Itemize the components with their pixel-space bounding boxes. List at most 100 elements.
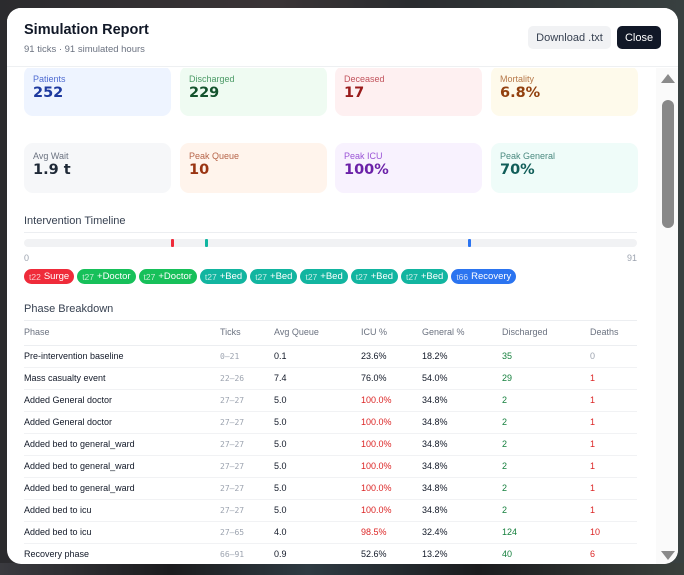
cell-icu: 100.0% <box>361 499 422 522</box>
cell-ticks: 27–27 <box>220 455 274 478</box>
cell-general: 34.8% <box>422 411 502 434</box>
scroll-down-arrow-icon[interactable] <box>661 551 675 560</box>
cell-icu: 100.0% <box>361 433 422 456</box>
cell-deaths: 1 <box>590 411 637 434</box>
column-header-general: General % <box>422 319 502 346</box>
cell-icu: 98.5% <box>361 521 422 544</box>
intervention-chip: t66 Recovery <box>451 269 517 284</box>
close-button[interactable]: Close <box>617 26 661 49</box>
cell-ticks: 27–27 <box>220 411 274 434</box>
cell-phase: Added General doctor <box>24 389 220 412</box>
intervention-chip: t27 +Doctor <box>77 269 136 284</box>
chip-tick: t27 <box>355 271 368 282</box>
chip-label: +Doctor <box>158 271 192 282</box>
cell-general: 34.8% <box>422 433 502 456</box>
intervention-chips: t22 Surge t27 +Doctor t27 +Doctor t27 +Bed t27 +B… <box>24 269 517 284</box>
chip-tick: t27 <box>255 271 268 282</box>
stat-card-peak-queue: Peak Queue 10 <box>180 143 327 193</box>
stat-value: 1.9 t <box>33 162 71 178</box>
column-header-ticks: Ticks <box>220 319 274 346</box>
chip-tick: t27 <box>143 271 156 282</box>
table-row: Added bed to general_ward 27–27 5.0 100.0% 3… <box>24 433 637 456</box>
timeline-track <box>24 239 637 247</box>
stat-value: 17 <box>344 85 365 101</box>
cell-discharged: 2 <box>502 455 590 478</box>
timeline-min-label: 0 <box>24 253 30 263</box>
table-header-row: Phase Ticks Avg Queue ICU % General % Di… <box>24 319 637 346</box>
scrollbar-thumb[interactable] <box>662 100 674 228</box>
cell-phase: Added bed to icu <box>24 521 220 544</box>
cell-general: 32.4% <box>422 521 502 544</box>
stat-value: 70% <box>500 162 535 178</box>
table-row: Pre-intervention baseline 0–21 0.1 23.6% 18.… <box>24 345 637 368</box>
cell-icu: 52.6% <box>361 543 422 564</box>
cell-ticks: 22–26 <box>220 367 274 390</box>
cell-ticks: 27–27 <box>220 499 274 522</box>
vertical-scrollbar[interactable] <box>656 68 678 564</box>
stat-card-peak-general: Peak General 70% <box>491 143 638 193</box>
cell-icu: 23.6% <box>361 345 422 368</box>
simulation-report-modal: Simulation Report 91 ticks · 91 simulate… <box>7 8 678 564</box>
cell-phase: Recovery phase <box>24 543 220 564</box>
chip-label: +Bed <box>219 271 243 282</box>
column-header-discharged: Discharged <box>502 319 590 346</box>
stat-card-avg-wait: Avg Wait 1.9 t <box>24 143 171 193</box>
chip-label: +Bed <box>270 271 293 282</box>
cell-general: 54.0% <box>422 367 502 390</box>
cell-deaths: 1 <box>590 477 637 500</box>
stat-value: 229 <box>189 85 220 101</box>
stat-value: 100% <box>344 162 389 178</box>
timeline-marker <box>467 239 471 247</box>
cell-ticks: 66–91 <box>220 543 274 564</box>
cell-avg-queue: 0.1 <box>274 345 361 368</box>
cell-avg-queue: 5.0 <box>274 411 361 434</box>
cell-discharged: 2 <box>502 411 590 434</box>
table-row: Added General doctor 27–27 5.0 100.0% 34.8% 2… <box>24 389 637 412</box>
column-header-avg-queue: Avg Queue <box>274 319 361 346</box>
stat-card-discharged: Discharged 229 <box>180 68 327 116</box>
intervention-chip: t27 +Bed <box>250 269 298 284</box>
cell-general: 34.8% <box>422 477 502 500</box>
table-row: Added bed to general_ward 27–27 5.0 100.0% 3… <box>24 477 637 500</box>
cell-discharged: 35 <box>502 345 590 368</box>
chip-tick: t66 <box>456 271 469 282</box>
stat-card-mortality: Mortality 6.8% <box>491 68 638 116</box>
cell-avg-queue: 5.0 <box>274 499 361 522</box>
section-divider <box>24 232 637 233</box>
column-header-icu: ICU % <box>361 319 422 346</box>
cell-ticks: 27–27 <box>220 477 274 500</box>
cell-avg-queue: 5.0 <box>274 455 361 478</box>
cell-deaths: 1 <box>590 433 637 456</box>
stat-label: Mortality <box>500 74 535 84</box>
stat-card-patients: Patients 252 <box>24 68 171 116</box>
cell-deaths: 0 <box>590 345 637 368</box>
stats-row-capacity: Avg Wait 1.9 t Peak Queue 10 Peak ICU 10… <box>24 143 638 193</box>
cell-icu: 100.0% <box>361 477 422 500</box>
cell-ticks: 0–21 <box>220 345 274 368</box>
chip-tick: t27 <box>305 271 318 282</box>
chip-label: Recovery <box>471 271 512 282</box>
cell-deaths: 1 <box>590 389 637 412</box>
chip-tick: t27 <box>406 271 418 282</box>
cell-discharged: 2 <box>502 433 590 456</box>
cell-avg-queue: 5.0 <box>274 389 361 412</box>
cell-general: 34.8% <box>422 499 502 522</box>
scroll-up-arrow-icon[interactable] <box>661 74 675 83</box>
stat-value: 6.8% <box>500 85 541 101</box>
cell-discharged: 29 <box>502 367 590 390</box>
modal-subtitle: 91 ticks · 91 simulated hours <box>24 44 145 55</box>
stat-card-deceased: Deceased 17 <box>335 68 482 116</box>
cell-ticks: 27–27 <box>220 433 274 456</box>
download-txt-button[interactable]: Download .txt <box>528 26 611 49</box>
cell-phase: Added General doctor <box>24 411 220 434</box>
cell-discharged: 2 <box>502 477 590 500</box>
cell-phase: Added bed to icu <box>24 499 220 522</box>
chip-tick: t27 <box>204 271 217 282</box>
chip-label: +Bed <box>370 271 394 282</box>
cell-phase: Pre-intervention baseline <box>24 345 220 368</box>
cell-discharged: 124 <box>502 521 590 544</box>
cell-deaths: 6 <box>590 543 637 564</box>
timeline-max-label: 91 <box>626 253 637 263</box>
cell-phase: Added bed to general_ward <box>24 455 220 478</box>
chip-label: Surge <box>43 271 70 282</box>
